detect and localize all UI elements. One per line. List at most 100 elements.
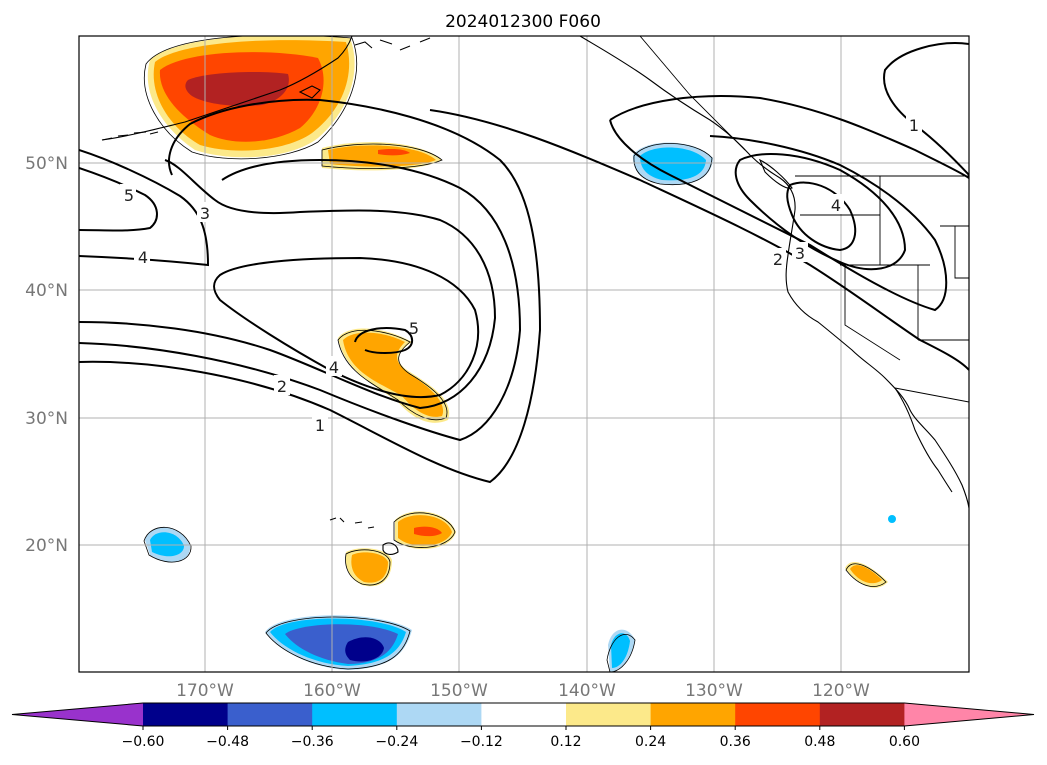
- contour-label: 2: [277, 377, 287, 396]
- colorbar-tick-label: −0.36: [291, 734, 334, 750]
- contour-labels: 5 4 3 5 4 2 1 3 4 2 1: [120, 114, 922, 435]
- contour-2-main: [79, 158, 522, 442]
- colorbar-swatch: [143, 703, 229, 726]
- map-title: 2024012300 F060: [445, 12, 601, 32]
- outline-negative-gulf: [633, 143, 713, 186]
- coast-hawaii-islands: [329, 517, 375, 529]
- outline-negative-east-small: [606, 634, 636, 672]
- contour-label: 4: [138, 248, 148, 267]
- lat-tick-label: 20°N: [25, 536, 68, 556]
- lat-tick-label: 30°N: [25, 409, 68, 429]
- contour-lines: [79, 42, 969, 484]
- lon-tick-labels: 170°W 160°W 150°W 140°W 130°W 120°W: [176, 681, 870, 701]
- lon-tick-label: 120°W: [812, 681, 870, 701]
- contour-label: 3: [200, 204, 210, 223]
- contour-label: 4: [831, 196, 841, 215]
- contour-5-main: [354, 327, 414, 354]
- contour-3-main: [79, 159, 497, 410]
- anomaly-negative-gulf-cyan: [640, 147, 706, 181]
- coast-islands-alaska: [354, 37, 431, 51]
- clabel-bg-8: [828, 194, 844, 214]
- contour-4-main: [213, 256, 480, 398]
- lon-tick-label: 150°W: [430, 681, 488, 701]
- clabel-bg-0: [120, 184, 136, 204]
- border-states-nw: [800, 176, 969, 341]
- outline-baja: [845, 563, 887, 587]
- colorbar-extend-low: [12, 703, 143, 726]
- lat-tick-label: 40°N: [25, 281, 68, 301]
- anomaly-positive-gulf-alaska-darkred: [185, 72, 289, 106]
- contour-1-east-upper: [609, 95, 969, 179]
- contour-1-main: [79, 98, 542, 484]
- anomaly-positive-hawaii-south-orange: [351, 552, 388, 583]
- colorbar-swatch: [227, 703, 313, 726]
- colorbar-swatch: [819, 703, 905, 726]
- border-ca-nv: [844, 265, 901, 361]
- clabel-bg-6: [312, 414, 328, 434]
- map-area: 5 4 3 5 4 2 1 3 4 2 1: [79, 36, 969, 672]
- colorbar-tick-label: −0.12: [460, 734, 503, 750]
- contour-label: 5: [124, 186, 134, 205]
- colorbar-extend-high: [904, 703, 1034, 726]
- anomaly-negative-east-small-cyan: [611, 633, 630, 668]
- contour-4-east: [786, 181, 857, 252]
- border-us-mexico: [894, 387, 969, 403]
- outline-negative-south: [265, 616, 411, 670]
- anomaly-positive-subtropics-orange: [343, 332, 444, 417]
- coast-bc: [749, 154, 796, 211]
- lat-tick-labels: 50°N 40°N 30°N 20°N: [25, 154, 68, 556]
- colorbar-swatch: [312, 703, 398, 726]
- colorbar-tick-label: −0.48: [206, 734, 249, 750]
- colorbar-swatch: [481, 703, 567, 726]
- anomaly-positive-baja-orange: [850, 565, 882, 584]
- clabel-bg-2: [197, 202, 213, 222]
- contour-1-east-ring: [883, 42, 969, 176]
- borders: [639, 36, 969, 403]
- contour-label: 1: [909, 116, 919, 135]
- clabel-bg-1: [134, 246, 150, 266]
- colorbar-swatch: [735, 703, 821, 726]
- outline-strip-50n: [321, 143, 443, 169]
- clabel-bg-10: [906, 114, 922, 134]
- lon-tick-label: 130°W: [685, 681, 743, 701]
- colorbar-swatch: [650, 703, 736, 726]
- coast-alaska-peninsula: [101, 36, 353, 141]
- clabel-bg-7: [792, 242, 808, 262]
- contour-label: 5: [409, 319, 419, 338]
- contour-label: 2: [773, 250, 783, 269]
- contour-5-left: [79, 167, 158, 232]
- outline-hawaii-east: [393, 512, 456, 548]
- coast-hawaii-big: [382, 542, 399, 555]
- anomaly-positive-strip-50n-red: [378, 149, 410, 156]
- lat-tick-label: 50°N: [25, 154, 68, 174]
- contour-2-east: [609, 119, 948, 312]
- lon-tick-label: 160°W: [303, 681, 361, 701]
- anomaly-positive-hawaii-east-red: [414, 526, 442, 537]
- colorbar-tick-label: 0.12: [550, 734, 581, 750]
- outline-gulf-alaska: [144, 36, 358, 160]
- lon-tick-label: 170°W: [176, 681, 234, 701]
- colorbar-tick-label: 0.48: [804, 734, 835, 750]
- colorbar-tick-label: 0.60: [889, 734, 920, 750]
- gridlines: [79, 36, 969, 672]
- colorbar: −0.60 −0.48 −0.36 −0.24 −0.12 0.12 0.24 0.36 0.4…: [11, 702, 1035, 750]
- coast-aleutians: [101, 131, 159, 141]
- coast-us-west: [785, 209, 969, 509]
- outline-hawaii-south: [345, 549, 391, 586]
- clabel-bg-4: [326, 356, 342, 376]
- coast-baja: [894, 387, 953, 493]
- colorbar-swatch: [566, 703, 652, 726]
- clabel-bg-9: [770, 248, 786, 268]
- anomaly-negative-dot: [888, 515, 896, 523]
- lon-tick-label: 140°W: [558, 681, 616, 701]
- contour-label: 4: [329, 358, 339, 377]
- colorbar-tick-label: 0.36: [720, 734, 751, 750]
- clabel-bg-5: [274, 375, 290, 395]
- coast-kodiak: [298, 85, 321, 99]
- colorbar-tick-label: −0.60: [122, 734, 165, 750]
- contour-3-east: [734, 153, 907, 271]
- contour-label: 1: [315, 416, 325, 435]
- colorbar-tick-label: 0.24: [635, 734, 666, 750]
- coast-vancouver-island: [758, 158, 793, 189]
